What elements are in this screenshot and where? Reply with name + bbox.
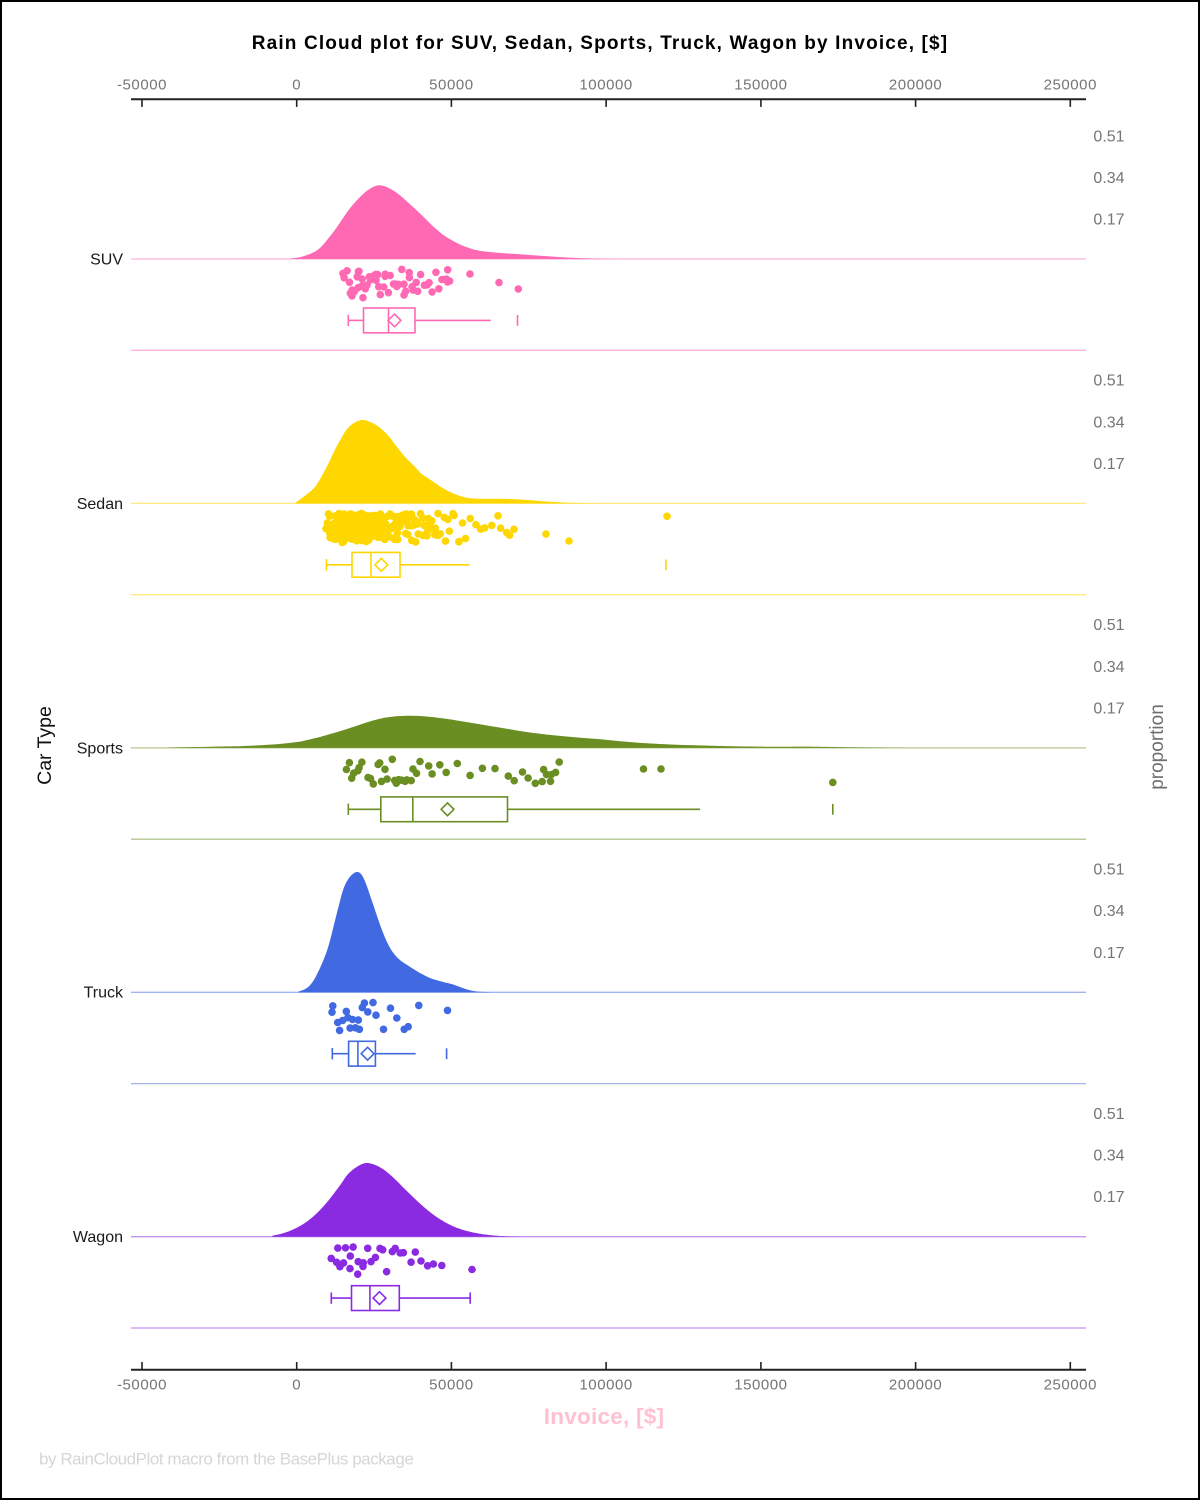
svg-text:0.51: 0.51	[1093, 617, 1124, 634]
svg-text:-50000: -50000	[117, 1377, 167, 1394]
svg-text:Truck: Truck	[84, 985, 124, 1002]
svg-text:0.17: 0.17	[1093, 456, 1124, 473]
svg-text:100000: 100000	[579, 77, 632, 94]
svg-text:0.17: 0.17	[1093, 700, 1124, 717]
svg-text:0.34: 0.34	[1093, 414, 1124, 431]
svg-text:0.51: 0.51	[1093, 373, 1124, 390]
svg-text:0.17: 0.17	[1093, 212, 1124, 229]
svg-text:0.51: 0.51	[1093, 128, 1124, 145]
svg-text:250000: 250000	[1044, 77, 1097, 94]
svg-text:Car Type: Car Type	[34, 706, 56, 785]
svg-text:0: 0	[292, 77, 301, 94]
svg-text:by RainCloudPlot macro from th: by RainCloudPlot macro from the BasePlus…	[39, 1450, 413, 1469]
svg-text:-50000: -50000	[117, 77, 167, 94]
svg-text:proportion: proportion	[1147, 704, 1168, 790]
svg-text:0.34: 0.34	[1093, 170, 1124, 187]
svg-text:0.17: 0.17	[1093, 1189, 1124, 1206]
svg-text:0.17: 0.17	[1093, 945, 1124, 962]
svg-text:SUV: SUV	[90, 251, 123, 268]
svg-text:0.34: 0.34	[1093, 1148, 1124, 1165]
svg-text:Wagon: Wagon	[73, 1229, 123, 1246]
svg-text:Sedan: Sedan	[77, 496, 123, 513]
svg-text:0.51: 0.51	[1093, 862, 1124, 879]
svg-text:Sports: Sports	[77, 740, 123, 757]
svg-text:Rain Cloud plot for SUV, Sedan: Rain Cloud plot for SUV, Sedan, Sports, …	[252, 33, 948, 54]
svg-text:Invoice, [$]: Invoice, [$]	[544, 1404, 665, 1429]
svg-text:50000: 50000	[429, 1377, 473, 1394]
svg-text:0.51: 0.51	[1093, 1106, 1124, 1123]
svg-text:50000: 50000	[429, 77, 473, 94]
svg-text:250000: 250000	[1044, 1377, 1097, 1394]
svg-text:150000: 150000	[734, 1377, 787, 1394]
svg-text:0.34: 0.34	[1093, 903, 1124, 920]
svg-text:100000: 100000	[579, 1377, 632, 1394]
svg-text:200000: 200000	[889, 77, 942, 94]
svg-text:0: 0	[292, 1377, 301, 1394]
svg-text:0.34: 0.34	[1093, 659, 1124, 676]
svg-text:150000: 150000	[734, 77, 787, 94]
svg-text:200000: 200000	[889, 1377, 942, 1394]
